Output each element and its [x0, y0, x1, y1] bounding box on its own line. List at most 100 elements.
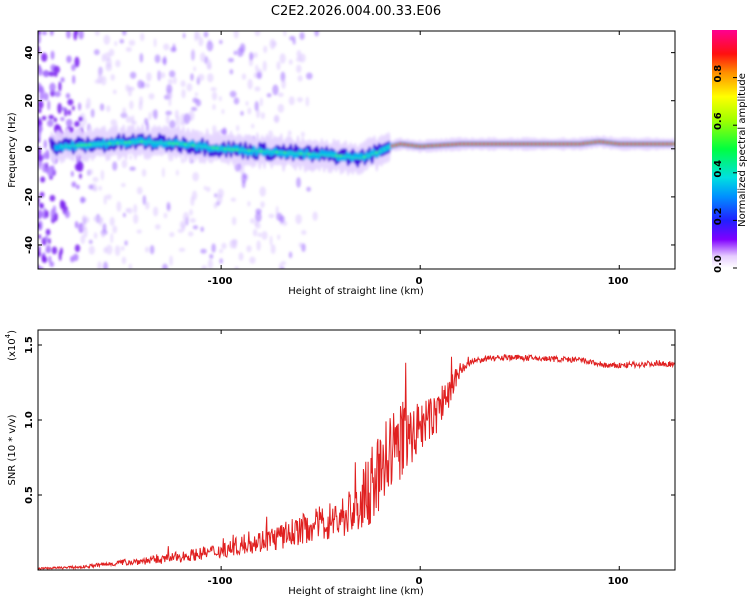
bottom-x-tick-label: -100 [207, 576, 232, 587]
heatmap-noise-blob [206, 40, 214, 52]
heatmap-noise-blob [88, 239, 93, 245]
y-multiplier-close: ) [7, 330, 18, 334]
ridge-core [159, 141, 164, 144]
heatmap-noise-blob [214, 193, 218, 198]
ridge-core [263, 150, 267, 153]
heatmap-noise-blob [83, 118, 87, 125]
heatmap-noise-blob [200, 248, 207, 254]
heatmap-noise-blob [145, 82, 150, 89]
heatmap-noise-blob [78, 31, 84, 40]
heatmap-noise-blob [192, 225, 199, 230]
heatmap-noise-blob [97, 216, 104, 224]
ridge-core [60, 145, 64, 148]
ridge-core [434, 144, 438, 147]
heatmap-noise-blob [67, 98, 74, 106]
heatmap-noise-blob [66, 31, 71, 39]
heatmap-noise-blob [88, 184, 94, 190]
ridge-core [366, 154, 371, 157]
ridge-core [422, 144, 426, 148]
heatmap-noise-blob [300, 131, 305, 138]
heatmap-noise-blob [165, 110, 172, 116]
heatmap-noise-blob [216, 193, 223, 205]
heatmap-noise-blob [255, 208, 262, 215]
ridge-core [84, 143, 88, 147]
ridge-core [414, 144, 418, 148]
heatmap-noise-blob [211, 243, 216, 253]
spectrogram-ticks [38, 31, 675, 269]
ridge-core [350, 156, 355, 159]
ridge-core [80, 143, 84, 147]
heatmap-noise-blob [279, 215, 285, 224]
colorbar-tick-label: 0.6 [713, 112, 724, 130]
heatmap-noise-blob [153, 206, 159, 217]
ridge-core [629, 142, 633, 146]
heatmap-noise-blob [97, 68, 103, 79]
ridge-core [147, 140, 152, 144]
colorbar-gradient [712, 30, 737, 268]
heatmap-noise-blob [154, 54, 161, 64]
heatmap-noise-blob [207, 62, 212, 71]
heatmap-noise-blob [78, 116, 83, 122]
heatmap-noise-blob [81, 224, 87, 231]
heatmap-noise-blob [272, 84, 279, 96]
heatmap-noise-blob [108, 48, 115, 57]
ridge-core [450, 143, 454, 146]
heatmap-noise-blob [269, 235, 273, 247]
heatmap-noise-blob [256, 71, 262, 80]
heatmap-noise-blob [173, 76, 177, 85]
colorbar-tick-label: 0.8 [713, 65, 724, 83]
heatmap-noise-blob [104, 52, 111, 62]
ridge-core [669, 142, 673, 146]
ridge-core [482, 142, 486, 146]
heatmap-noise-blob [168, 70, 176, 78]
ridge-core [394, 143, 398, 147]
heatmap-noise-blob [229, 69, 234, 75]
heatmap-ridge-band [49, 123, 675, 176]
snr-frame [37, 329, 676, 571]
heatmap-noise-blob [271, 40, 277, 47]
heatmap-noise-blob [263, 45, 268, 54]
heatmap-noise-blob [48, 71, 55, 77]
ridge-core [259, 150, 263, 153]
heatmap-noise-blob [53, 212, 58, 222]
ridge-core [195, 144, 199, 148]
heatmap-noise-blob [197, 73, 205, 82]
bottom-x-tick-label: 100 [608, 576, 629, 587]
heatmap-noise-blob [125, 46, 132, 53]
ridge-core [438, 143, 442, 147]
bottom-y-tick-label: 1.0 [24, 411, 35, 429]
heatmap-noise-blob [203, 185, 207, 191]
ridge-core [378, 150, 382, 153]
ridge-core [275, 150, 279, 154]
heatmap-noise-blob [301, 230, 307, 235]
ridge-core [120, 141, 124, 144]
top-x-tick-label: 0 [416, 276, 423, 287]
ridge-core [334, 154, 339, 157]
ridge-core [311, 153, 315, 156]
heatmap-noise-blob [73, 31, 78, 41]
heatmap-noise-blob [288, 251, 293, 259]
heatmap-noise-blob [125, 116, 133, 123]
heatmap-noise-blob [64, 210, 70, 219]
ridge-core [112, 142, 116, 145]
heatmap-noise-blob [249, 218, 256, 224]
heatmap-noise-blob [110, 74, 115, 81]
ridge-core [354, 156, 359, 160]
heatmap-noise-blob [98, 185, 102, 191]
heatmap-noise-blob [252, 52, 258, 58]
heatmap-noise-blob [251, 123, 255, 129]
ridge-core [370, 152, 375, 156]
ridge-core [295, 152, 299, 155]
heatmap-noise-blob [128, 39, 136, 46]
heatmap-noise-blob [194, 31, 198, 42]
ridge-core [386, 146, 390, 149]
heatmap-noise-blob [41, 254, 46, 263]
heatmap-noise-blob [145, 201, 150, 210]
ridge-core [665, 142, 669, 146]
heatmap-noise-blob [122, 31, 127, 36]
snr-plot-area [38, 353, 675, 570]
ridge-core [601, 140, 605, 144]
ridge-core [470, 142, 474, 146]
heatmap-noise-blob [241, 73, 247, 80]
heatmap-noise-blob [281, 78, 286, 89]
